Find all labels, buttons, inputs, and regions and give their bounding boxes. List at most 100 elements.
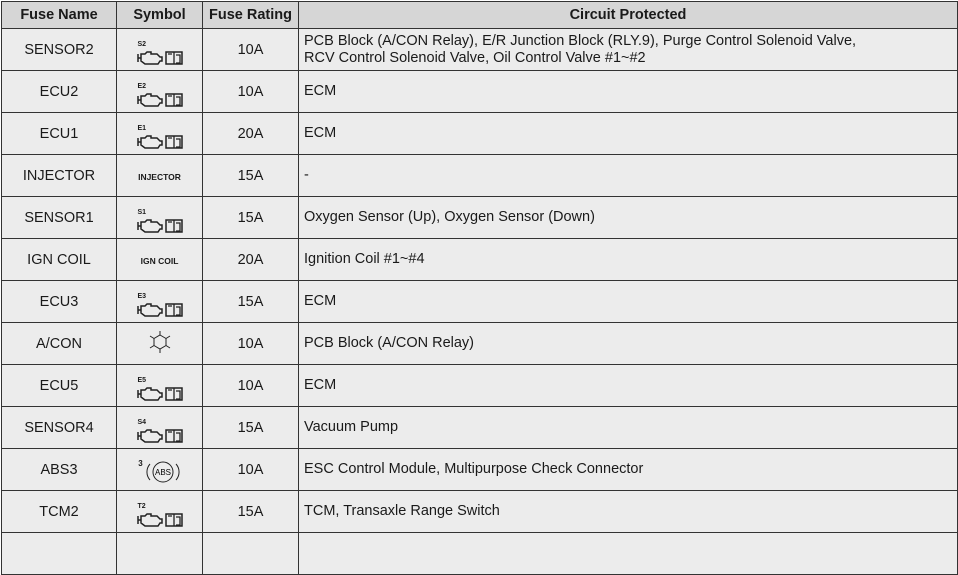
abs-icon: 3 ABS bbox=[138, 459, 180, 485]
fuse-name: SENSOR1 bbox=[1, 196, 117, 239]
fuse-name: TCM2 bbox=[1, 490, 117, 533]
engine-check-manual-icon: E2 bbox=[136, 83, 184, 107]
circuit-protected: Ignition Coil #1~#4 bbox=[298, 238, 958, 281]
circuit-line: - bbox=[304, 167, 309, 183]
circuit-protected: PCB Block (A/CON Relay) bbox=[298, 322, 958, 365]
header-circuit-protected: Circuit Protected bbox=[298, 1, 958, 29]
fuse-rating: 20A bbox=[202, 238, 299, 281]
fuse-rating: 15A bbox=[202, 490, 299, 533]
fuse-rating: 15A bbox=[202, 154, 299, 197]
engine-check-manual-icon: S2 bbox=[136, 41, 184, 65]
engine-check-manual-icon: E1 bbox=[136, 125, 184, 149]
fuse-rating: 10A bbox=[202, 364, 299, 407]
engine-check-manual-icon: E5 bbox=[136, 377, 184, 401]
table-row: ECU5 E5 10A ECM bbox=[1, 364, 958, 407]
symbol-label: E3 bbox=[137, 293, 147, 300]
header-symbol: Symbol bbox=[116, 1, 203, 29]
header-row: Fuse Name Symbol Fuse Rating Circuit Pro… bbox=[1, 1, 958, 29]
symbol-label: S1 bbox=[137, 209, 147, 216]
fuse-name: ECU2 bbox=[1, 70, 117, 113]
circuit-protected: - bbox=[298, 154, 958, 197]
fuse-symbol: E3 bbox=[116, 280, 203, 323]
fuse-name: SENSOR4 bbox=[1, 406, 117, 449]
empty-cell bbox=[202, 532, 299, 575]
fuse-symbol: S2 bbox=[116, 28, 203, 71]
circuit-protected: ECM bbox=[298, 70, 958, 113]
fuse-symbol: S1 bbox=[116, 196, 203, 239]
fuse-symbol: IGN COIL bbox=[116, 238, 203, 281]
circuit-protected: Vacuum Pump bbox=[298, 406, 958, 449]
fuse-name: SENSOR2 bbox=[1, 28, 117, 71]
fuse-name: ECU3 bbox=[1, 280, 117, 323]
empty-cell bbox=[1, 532, 117, 575]
fuse-symbol bbox=[116, 322, 203, 365]
fuse-symbol: S4 bbox=[116, 406, 203, 449]
engine-check-manual-icon: E3 bbox=[136, 293, 184, 317]
circuit-protected: TCM, Transaxle Range Switch bbox=[298, 490, 958, 533]
fuse-rating: 15A bbox=[202, 280, 299, 323]
symbol-label: E1 bbox=[137, 125, 147, 132]
circuit-line: ECM bbox=[304, 83, 337, 99]
fuse-rating: 10A bbox=[202, 70, 299, 113]
fuse-symbol: E1 bbox=[116, 112, 203, 155]
fuse-name: INJECTOR bbox=[1, 154, 117, 197]
circuit-line: Oxygen Sensor (Up), Oxygen Sensor (Down) bbox=[304, 209, 595, 225]
abs-text: ABS bbox=[155, 468, 171, 477]
table-row: SENSOR1 S1 15A Oxygen Sensor (Up), Oxygen S… bbox=[1, 196, 958, 239]
circuit-line: Ignition Coil #1~#4 bbox=[304, 251, 425, 267]
symbol-label: E5 bbox=[137, 377, 147, 384]
fuse-symbol: INJECTOR bbox=[116, 154, 203, 197]
circuit-line: PCB Block (A/CON Relay), E/R Junction Bl… bbox=[304, 32, 857, 49]
fuse-symbol: 3 ABS bbox=[116, 448, 203, 491]
engine-check-manual-icon: S1 bbox=[136, 209, 184, 233]
table-row-partial bbox=[1, 532, 958, 575]
fuse-name: ECU5 bbox=[1, 364, 117, 407]
fuse-name: ECU1 bbox=[1, 112, 117, 155]
circuit-protected: ECM bbox=[298, 280, 958, 323]
symbol-label: E2 bbox=[137, 83, 147, 90]
circuit-line: ECM bbox=[304, 377, 337, 393]
circuit-line: PCB Block (A/CON Relay) bbox=[304, 335, 475, 351]
table-row: SENSOR2 S2 10A PCB Block (A/CON Relay), E/R… bbox=[1, 28, 958, 71]
fuse-symbol: E5 bbox=[116, 364, 203, 407]
fuse-name: ABS3 bbox=[1, 448, 117, 491]
table-row: ECU1 E1 20A ECM bbox=[1, 112, 958, 155]
snowflake-icon bbox=[149, 330, 171, 357]
table-row: ECU3 E3 15A ECM bbox=[1, 280, 958, 323]
symbol-label: S2 bbox=[137, 41, 147, 48]
fuse-rating: 15A bbox=[202, 406, 299, 449]
fuse-symbol: E2 bbox=[116, 70, 203, 113]
circuit-line: ECM bbox=[304, 293, 337, 309]
table-row: SENSOR4 S4 15A Vacuum Pump bbox=[1, 406, 958, 449]
symbol-text: IGN COIL bbox=[140, 255, 179, 266]
table-row: INJECTOR INJECTOR 15A - bbox=[1, 154, 958, 197]
circuit-protected: ESC Control Module, Multipurpose Check C… bbox=[298, 448, 958, 491]
table-row: TCM2 T2 15A TCM, Transaxle Range Switch bbox=[1, 490, 958, 533]
header-fuse-rating: Fuse Rating bbox=[202, 1, 299, 29]
fuse-rating: 15A bbox=[202, 196, 299, 239]
circuit-line: TCM, Transaxle Range Switch bbox=[304, 503, 500, 519]
circuit-protected: ECM bbox=[298, 112, 958, 155]
header-fuse-name: Fuse Name bbox=[1, 1, 117, 29]
symbol-text: INJECTOR bbox=[138, 171, 181, 182]
circuit-line: RCV Control Solenoid Valve, Oil Control … bbox=[304, 49, 646, 66]
table-row: ABS3 3 ABS 10A ESC Control Module, Multipurp… bbox=[1, 448, 958, 491]
fuse-name: IGN COIL bbox=[1, 238, 117, 281]
symbol-label: S4 bbox=[137, 419, 147, 426]
fuse-rating: 10A bbox=[202, 448, 299, 491]
engine-check-manual-icon: S4 bbox=[136, 419, 184, 443]
circuit-line: ESC Control Module, Multipurpose Check C… bbox=[304, 461, 644, 477]
fuse-symbol: T2 bbox=[116, 490, 203, 533]
fuse-rating: 10A bbox=[202, 28, 299, 71]
circuit-protected: Oxygen Sensor (Up), Oxygen Sensor (Down) bbox=[298, 196, 958, 239]
fuse-name: A/CON bbox=[1, 322, 117, 365]
symbol-label: 3 bbox=[138, 459, 143, 468]
circuit-line: ECM bbox=[304, 125, 337, 141]
table-row: A/CON 10A PCB Block (A/CON Relay) bbox=[1, 322, 958, 365]
empty-cell bbox=[298, 532, 958, 575]
table-row: IGN COIL IGN COIL 20A Ignition Coil #1~#4 bbox=[1, 238, 958, 281]
circuit-protected: PCB Block (A/CON Relay), E/R Junction Bl… bbox=[298, 28, 958, 71]
symbol-label: T2 bbox=[137, 503, 146, 510]
table-row: ECU2 E2 10A ECM bbox=[1, 70, 958, 113]
